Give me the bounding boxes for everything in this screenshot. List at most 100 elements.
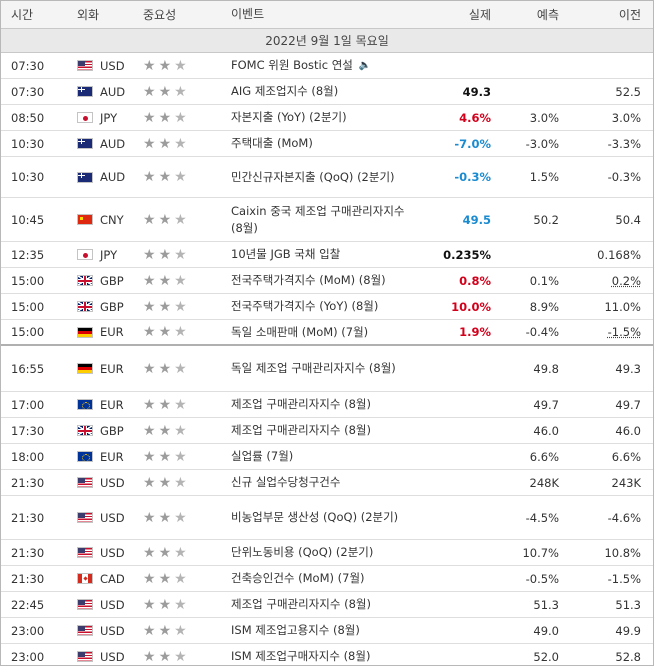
currency-code: CAD [100,571,125,586]
forecast-value: -0.4% [525,325,559,339]
table-row[interactable]: 15:00 EUR ★ ★ ★ 독일 소매판매 (MoM) (7월) 1.9% -0.4% -1… [1,320,653,346]
event-label[interactable]: 전국주택가격지수 (YoY) (8월) [231,299,379,313]
star-icon: ★ [143,169,156,185]
event-label[interactable]: 자본지출 (YoY) (2분기) [231,110,347,124]
event-time: 07:30 [11,84,45,99]
forecast-value: 0.1% [529,273,559,288]
currency-code: GBP [100,423,124,438]
event-label[interactable]: 10년물 JGB 국채 입찰 [231,247,341,261]
event-label[interactable]: 독일 소매판매 (MoM) (7월) [231,324,369,339]
event-label[interactable]: 민간신규자본지출 (QoQ) (2분기) [231,169,395,184]
event-name[interactable]: 제조업 구매관리자지수 (8월) [229,418,415,443]
star-icon: ★ [174,544,187,561]
event-label[interactable]: 단위노동비용 (QoQ) (2분기) [231,545,374,559]
event-name[interactable]: 제조업 구매관리자지수 (8월) [229,592,415,617]
event-name[interactable]: 제조업 구매관리자지수 (8월) [229,392,415,417]
currency-code: AUD [100,84,126,99]
header-importance[interactable]: 중요성 [143,8,177,22]
event-name[interactable]: 전국주택가격지수 (YoY) (8월) [229,294,415,319]
table-row[interactable]: 23:00 USD ★ ★ ★ ISM 제조업구매자지수 (8월) 52.0 52.8 [1,644,653,666]
table-row[interactable]: 10:30 AUD ★ ★ ★ 민간신규자본지출 (QoQ) (2분기) -0.3% 1.5%… [1,157,653,198]
table-row[interactable]: 16:55 EUR ★ ★ ★ 독일 제조업 구매관리자지수 (8월) 49.8 49.3 [1,346,653,392]
event-label[interactable]: 제조업 구매관리자지수 (8월) [231,597,371,611]
table-row[interactable]: 07:30 USD ★ ★ ★ FOMC 위원 Bostic 연설 🔈 [1,53,653,79]
event-name[interactable]: 건축승인건수 (MoM) (7월) [229,566,415,591]
event-time: 21:30 [11,545,45,560]
table-row[interactable]: 15:00 GBP ★ ★ ★ 전국주택가격지수 (MoM) (8월) 0.8% 0.1% 0.… [1,268,653,294]
event-label[interactable]: AIG 제조업지수 (8월) [231,84,339,98]
table-row[interactable]: 07:30 AUD ★ ★ ★ AIG 제조업지수 (8월) 49.3 52.5 [1,79,653,105]
event-label[interactable]: 실업률 (7월) [231,449,294,463]
forecast-value: 50.2 [533,212,559,227]
event-name[interactable]: 자본지출 (YoY) (2분기) [229,105,415,130]
event-name[interactable]: 실업률 (7월) [229,444,415,469]
event-time: 15:00 [11,273,45,288]
header-time[interactable]: 시간 [11,8,34,22]
table-row[interactable]: 23:00 USD ★ ★ ★ ISM 제조업고용지수 (8월) 49.0 49.9 [1,618,653,644]
star-icon: ★ [174,83,187,100]
event-label[interactable]: 비농업부문 생산성 (QoQ) (2분기) [231,510,399,524]
event-label[interactable]: FOMC 위원 Bostic 연설 [231,58,353,72]
star-icon: ★ [158,246,172,263]
table-row[interactable]: 21:30 USD ★ ★ ★ 비농업부문 생산성 (QoQ) (2분기) -4.5% -4.… [1,496,653,540]
table-row[interactable]: 10:45 CNY ★ ★ ★ Caixin 중국 제조업 구매관리자지수 (8월) 49.… [1,198,653,242]
previous-value: 51.3 [569,592,653,617]
event-label[interactable]: 주택대출 (MoM) [231,136,313,150]
actual-value: 4.6% [459,110,491,125]
event-name[interactable]: 민간신규자본지출 (QoQ) (2분기) [229,157,415,197]
previous-value: -1.5% [569,320,653,344]
header-actual[interactable]: 실제 [468,8,491,22]
table-row[interactable]: 21:30 USD ★ ★ ★ 신규 실업수당청구건수 248K 243K [1,470,653,496]
stars: ★ ★ ★ [143,650,187,664]
event-label[interactable]: 전국주택가격지수 (MoM) (8월) [231,273,386,287]
table-row[interactable]: 21:30 USD ★ ★ ★ 단위노동비용 (QoQ) (2분기) 10.7% 10.8% [1,540,653,566]
header-forecast[interactable]: 예측 [536,8,559,22]
table-row[interactable]: 17:30 GBP ★ ★ ★ 제조업 구매관리자지수 (8월) 46.0 46.0 [1,418,653,444]
event-label[interactable]: 독일 제조업 구매관리자지수 (8월) [231,361,396,375]
actual-value: 0.235% [443,247,491,262]
forecast-value: 1.5% [529,170,559,184]
event-label[interactable]: 제조업 구매관리자지수 (8월) [231,423,371,437]
table-row[interactable]: 12:35 JPY ★ ★ ★ 10년물 JGB 국채 입찰 0.235% 0.168% [1,242,653,268]
table-row[interactable]: 18:00 EUR ★ ★ ★ 실업률 (7월) 6.6% 6.6% [1,444,653,470]
event-name[interactable]: ISM 제조업구매자지수 (8월) [229,644,415,666]
previous-text: -4.6% [607,510,641,525]
au-flag-icon [77,171,93,183]
previous-value: 6.6% [569,444,653,469]
event-label[interactable]: ISM 제조업구매자지수 (8월) [231,649,371,663]
star-icon: ★ [143,246,156,263]
event-label[interactable]: ISM 제조업고용지수 (8월) [231,623,360,637]
table-row[interactable]: 22:45 USD ★ ★ ★ 제조업 구매관리자지수 (8월) 51.3 51.3 [1,592,653,618]
table-row[interactable]: 08:50 JPY ★ ★ ★ 자본지출 (YoY) (2분기) 4.6% 3.0% 3.0% [1,105,653,131]
header-currency[interactable]: 외화 [77,8,100,22]
event-name[interactable]: ISM 제조업고용지수 (8월) [229,618,415,643]
event-name[interactable]: 전국주택가격지수 (MoM) (8월) [229,268,415,293]
event-name[interactable]: 신규 실업수당청구건수 [229,470,415,495]
table-row[interactable]: 15:00 GBP ★ ★ ★ 전국주택가격지수 (YoY) (8월) 10.0% 8.9% 1… [1,294,653,320]
forecast-value: 46.0 [533,423,559,438]
event-label[interactable]: Caixin 중국 제조업 구매관리자지수 (8월) [231,203,405,235]
header-previous[interactable]: 이전 [618,8,641,22]
event-label[interactable]: 제조업 구매관리자지수 (8월) [231,397,371,411]
event-label[interactable]: 건축승인건수 (MoM) (7월) [231,571,365,585]
event-name[interactable]: FOMC 위원 Bostic 연설 🔈 [229,53,415,78]
header-event[interactable]: 이벤트 [231,7,265,21]
event-name[interactable]: 비농업부문 생산성 (QoQ) (2분기) [229,496,415,539]
actual-value [415,418,499,443]
stars: ★ ★ ★ [143,450,187,464]
event-name[interactable]: 독일 제조업 구매관리자지수 (8월) [229,346,415,391]
stars: ★ ★ ★ [143,85,187,99]
event-name[interactable]: 독일 소매판매 (MoM) (7월) [229,320,415,344]
event-name[interactable]: 10년물 JGB 국채 입찰 [229,242,415,267]
event-name[interactable]: 단위노동비용 (QoQ) (2분기) [229,540,415,565]
event-name[interactable]: Caixin 중국 제조업 구매관리자지수 (8월) [229,198,415,241]
event-name[interactable]: AIG 제조업지수 (8월) [229,79,415,104]
event-name[interactable]: 주택대출 (MoM) [229,131,415,156]
table-row[interactable]: 21:30 CAD ★ ★ ★ 건축승인건수 (MoM) (7월) -0.5% -1.5% [1,566,653,592]
star-icon: ★ [158,135,172,152]
table-row[interactable]: 17:00 EUR ★ ★ ★ 제조업 구매관리자지수 (8월) 49.7 49.7 [1,392,653,418]
event-label[interactable]: 신규 실업수당청구건수 [231,475,341,489]
table-row[interactable]: 10:30 AUD ★ ★ ★ 주택대출 (MoM) -7.0% -3.0% -3.3% [1,131,653,157]
au-flag-icon [77,86,93,97]
us-flag-icon [77,599,93,610]
